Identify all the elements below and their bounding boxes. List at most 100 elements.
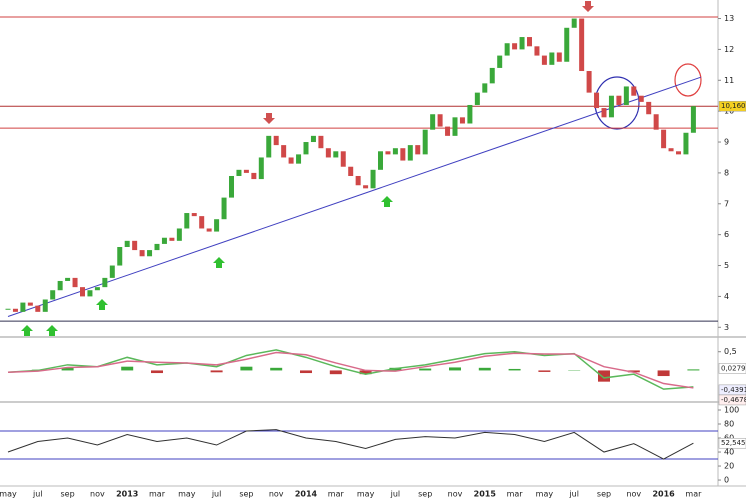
candle xyxy=(437,114,443,127)
x-tick-label: may xyxy=(536,490,554,499)
buy-arrow xyxy=(213,257,225,268)
candle xyxy=(236,169,242,176)
value-tag xyxy=(718,363,746,374)
candle xyxy=(147,250,153,257)
candle xyxy=(72,277,78,288)
candle xyxy=(35,305,41,312)
x-tick-label: sep xyxy=(61,490,75,499)
x-tick-label: may xyxy=(0,490,17,499)
x-tick-label: mar xyxy=(328,490,345,499)
histogram-bar xyxy=(478,367,491,371)
histogram-bar xyxy=(598,370,610,382)
candle xyxy=(12,308,18,312)
candle xyxy=(392,148,398,155)
candle xyxy=(668,148,674,152)
candle xyxy=(452,117,458,136)
candle xyxy=(519,37,525,50)
candle xyxy=(206,228,212,232)
candle xyxy=(184,213,190,229)
y-tick-label: 7 xyxy=(724,199,729,208)
y-tick-label: 5 xyxy=(724,261,729,270)
y-tick-label: 80 xyxy=(724,420,734,429)
candle xyxy=(139,250,145,257)
x-tick-label: nov xyxy=(448,490,463,499)
candle xyxy=(303,142,309,155)
candle xyxy=(586,71,592,93)
sell-arrow xyxy=(263,113,275,124)
candle xyxy=(109,265,115,278)
candle xyxy=(445,126,451,136)
histogram-bar xyxy=(449,367,461,371)
sell-arrow xyxy=(582,1,594,12)
candle xyxy=(154,243,160,251)
x-tick-label: sep xyxy=(239,490,253,499)
candle xyxy=(653,114,659,130)
candle xyxy=(571,18,577,28)
value-tag xyxy=(718,394,746,406)
candle xyxy=(690,106,696,133)
highlight-ellipse xyxy=(674,63,702,97)
candle xyxy=(683,132,689,155)
candle xyxy=(288,157,294,164)
candle xyxy=(281,145,287,158)
y-tick-label: 9 xyxy=(724,138,729,147)
x-tick-label: jul xyxy=(32,490,43,499)
candle xyxy=(385,151,391,155)
candle xyxy=(310,135,316,143)
candle xyxy=(50,290,56,300)
annotations xyxy=(21,1,702,336)
candle xyxy=(504,43,510,56)
candle xyxy=(676,151,681,155)
candle xyxy=(161,237,167,244)
y-tick-label: 13 xyxy=(724,14,734,23)
histogram-bar xyxy=(508,368,521,371)
buy-arrow xyxy=(381,196,393,207)
candle xyxy=(20,302,26,312)
candle xyxy=(363,185,369,189)
candle xyxy=(534,46,540,56)
candle xyxy=(42,299,48,312)
candle xyxy=(549,52,555,65)
candle xyxy=(422,129,428,155)
candle xyxy=(243,169,249,173)
buy-arrow xyxy=(96,299,108,310)
value-tag xyxy=(718,437,746,449)
y-tick-label: 20 xyxy=(724,462,734,471)
y-tick-label: 0,5 xyxy=(724,347,737,356)
signal-line xyxy=(7,351,694,389)
candle xyxy=(661,129,667,149)
x-tick-label: 2013 xyxy=(116,490,138,499)
candle xyxy=(556,52,562,62)
x-tick-label: mar xyxy=(685,490,702,499)
candle xyxy=(229,175,234,198)
candle xyxy=(266,135,272,158)
x-tick-label: sep xyxy=(418,490,432,499)
candle xyxy=(400,148,406,161)
histogram-bar xyxy=(270,367,283,371)
y-tick-label: 6 xyxy=(724,230,729,239)
y-tick-label: 100 xyxy=(724,406,739,415)
candle xyxy=(608,95,614,118)
buy-arrow xyxy=(21,325,33,336)
candle xyxy=(407,145,413,161)
value-label: 0,0279 xyxy=(721,364,746,372)
candle xyxy=(80,287,85,297)
candle xyxy=(258,157,264,180)
x-tick-label: mar xyxy=(507,490,524,499)
candle xyxy=(527,37,532,47)
histogram-bar xyxy=(61,367,74,371)
candle xyxy=(199,216,205,229)
candle xyxy=(370,169,376,189)
candle xyxy=(251,172,257,180)
candle xyxy=(176,228,182,241)
y-tick-label: 40 xyxy=(724,448,734,457)
candle xyxy=(333,151,339,158)
candle xyxy=(579,18,585,72)
x-tick-label: 2014 xyxy=(295,490,318,499)
histogram-bar xyxy=(687,369,700,371)
candle xyxy=(623,86,629,105)
candle xyxy=(318,135,324,149)
histogram-bar xyxy=(300,370,312,374)
